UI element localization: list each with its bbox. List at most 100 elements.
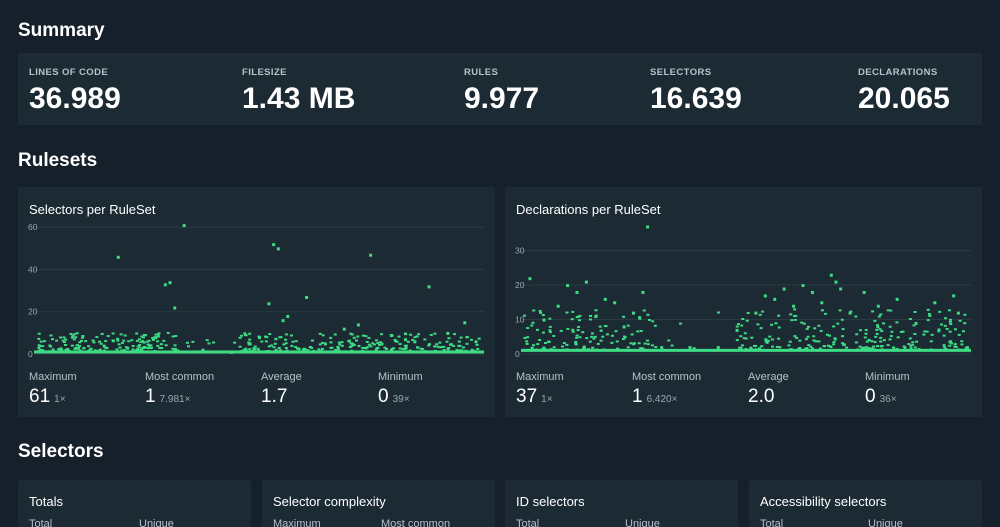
data-point xyxy=(899,330,903,333)
data-point xyxy=(248,338,252,341)
data-point xyxy=(248,348,252,351)
data-point xyxy=(965,346,969,349)
data-point xyxy=(949,342,953,345)
data-point xyxy=(408,349,412,352)
data-point xyxy=(544,349,548,352)
data-point xyxy=(891,349,895,352)
data-point xyxy=(302,348,306,351)
data-point xyxy=(242,350,246,353)
card-title: Totals xyxy=(29,494,63,509)
data-point xyxy=(276,247,280,251)
data-point xyxy=(937,349,941,352)
data-point xyxy=(294,340,298,343)
data-point xyxy=(590,349,594,352)
data-point xyxy=(577,326,581,329)
data-point xyxy=(740,348,744,351)
data-point xyxy=(528,277,532,281)
data-point xyxy=(605,349,609,352)
data-point xyxy=(825,333,829,336)
data-point xyxy=(419,347,423,350)
data-point xyxy=(777,326,781,329)
data-point xyxy=(956,311,960,315)
data-point xyxy=(389,333,393,337)
data-point xyxy=(744,337,748,340)
data-point xyxy=(948,344,952,347)
data-point xyxy=(643,342,647,345)
data-point xyxy=(361,346,365,349)
data-point xyxy=(329,341,333,344)
data-point xyxy=(413,340,417,344)
data-point xyxy=(594,315,598,319)
metric-value: 1 xyxy=(145,386,156,407)
data-point xyxy=(470,348,474,351)
data-point xyxy=(428,343,432,346)
data-point xyxy=(588,340,592,343)
data-point xyxy=(879,340,883,343)
data-point xyxy=(873,341,877,344)
data-point xyxy=(316,350,320,353)
data-point xyxy=(833,337,837,340)
data-point xyxy=(78,349,82,352)
data-point xyxy=(39,348,43,351)
metric-label: Minimum xyxy=(378,371,423,383)
data-point xyxy=(42,350,46,353)
data-point xyxy=(667,339,671,342)
data-point xyxy=(927,313,931,316)
data-point xyxy=(840,318,844,321)
data-point xyxy=(813,327,817,330)
data-point xyxy=(953,343,957,346)
data-point xyxy=(348,350,352,353)
data-point xyxy=(594,309,598,312)
data-point xyxy=(173,350,177,353)
baseline-series xyxy=(521,348,971,352)
data-point xyxy=(349,332,353,335)
data-point xyxy=(455,348,459,351)
data-point xyxy=(376,342,380,345)
data-point xyxy=(272,243,276,247)
data-point xyxy=(135,348,139,351)
data-point xyxy=(59,336,63,339)
data-point xyxy=(168,281,172,285)
data-point xyxy=(806,325,810,328)
data-point xyxy=(929,340,933,343)
data-point xyxy=(282,343,286,346)
stat-label: DECLARATIONS xyxy=(858,67,938,78)
data-point xyxy=(735,339,739,342)
data-point xyxy=(926,319,930,322)
data-point xyxy=(864,332,868,335)
data-point xyxy=(291,340,295,343)
data-point xyxy=(803,347,807,350)
metric-count: 6.420× xyxy=(646,394,678,405)
data-point xyxy=(445,340,449,343)
data-point xyxy=(574,340,578,343)
selectors-per-ruleset-chart: 0 20 40 60 xyxy=(28,222,484,359)
data-point xyxy=(542,318,546,322)
chart-title: Selectors per RuleSet xyxy=(29,202,156,217)
data-point xyxy=(875,345,879,348)
data-point xyxy=(895,297,899,301)
chart-title: Declarations per RuleSet xyxy=(516,202,661,217)
data-point xyxy=(310,339,314,342)
data-point xyxy=(75,332,79,335)
data-point xyxy=(357,344,361,347)
data-point xyxy=(562,342,566,345)
data-point xyxy=(476,347,480,350)
stat-value: 1.43 MB xyxy=(242,82,356,115)
data-point xyxy=(61,339,65,342)
data-point xyxy=(640,347,644,350)
data-point xyxy=(838,309,842,312)
data-point xyxy=(307,350,311,353)
stat-label: LINES OF CODE xyxy=(29,67,109,78)
data-point xyxy=(311,350,315,353)
data-point xyxy=(465,336,469,339)
data-point xyxy=(735,325,739,328)
data-point xyxy=(373,350,377,353)
data-point xyxy=(832,341,836,344)
data-point xyxy=(156,335,160,338)
data-point xyxy=(795,336,799,339)
data-point xyxy=(409,350,413,353)
data-point xyxy=(413,350,417,353)
data-point xyxy=(961,349,965,352)
data-point xyxy=(257,350,261,353)
data-point xyxy=(360,349,364,352)
